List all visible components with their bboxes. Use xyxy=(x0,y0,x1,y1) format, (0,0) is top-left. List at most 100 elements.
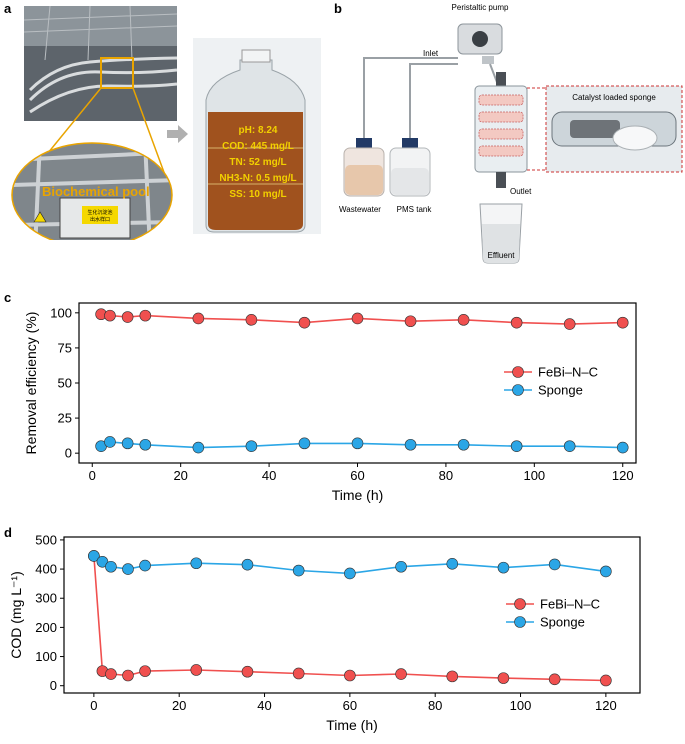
pms-cap xyxy=(402,138,418,148)
data-point xyxy=(96,555,109,568)
data-point xyxy=(88,550,100,562)
data-point xyxy=(104,436,116,448)
legend-label: FeBi–N–C xyxy=(540,597,600,612)
y-tick-label: 25 xyxy=(58,411,72,426)
y-tick-label: 0 xyxy=(50,678,57,693)
data-point xyxy=(105,668,117,680)
x-tick-label: 0 xyxy=(89,468,96,483)
data-point xyxy=(298,437,311,450)
panel-a-label: a xyxy=(4,1,12,16)
y-tick-label: 75 xyxy=(58,340,72,355)
x-tick-label: 60 xyxy=(350,468,364,483)
panel-b-figure: Peristaltic pump Inlet Wastewater PMS ta… xyxy=(339,3,683,264)
data-point xyxy=(395,668,407,680)
x-tick-label: 120 xyxy=(595,698,617,713)
data-point xyxy=(139,559,151,572)
data-point xyxy=(395,560,407,573)
data-point xyxy=(510,316,523,329)
data-point xyxy=(104,309,116,322)
zoom-box xyxy=(100,57,134,89)
x-tick-label: 40 xyxy=(262,468,276,483)
data-point xyxy=(446,670,459,683)
effluent-label: Effluent xyxy=(488,251,516,260)
data-point xyxy=(351,312,364,325)
param-ph: pH: 8.24 xyxy=(239,125,278,136)
data-point xyxy=(548,673,561,686)
data-point xyxy=(344,669,356,682)
x-tick-label: 120 xyxy=(612,468,634,483)
inlet-label: Inlet xyxy=(423,49,439,58)
data-point xyxy=(192,441,205,454)
data-point xyxy=(105,560,117,573)
data-point xyxy=(457,438,470,451)
x-tick-label: 100 xyxy=(523,468,545,483)
data-point xyxy=(446,558,459,570)
x-axis-label: Time (h) xyxy=(326,717,378,733)
panel-b-label: b xyxy=(334,1,342,16)
x-tick-label: 100 xyxy=(510,698,532,713)
x-tick-label: 20 xyxy=(173,468,187,483)
data-point xyxy=(344,567,356,580)
x-tick-label: 80 xyxy=(439,468,453,483)
x-tick-label: 20 xyxy=(172,698,186,713)
y-axis-label: Removal efficiency (%) xyxy=(23,312,39,455)
wastewater-label: Wastewater xyxy=(339,205,381,214)
plot-frame xyxy=(63,536,641,694)
data-point xyxy=(548,558,561,571)
legend-label: Sponge xyxy=(540,615,585,630)
x-tick-label: 40 xyxy=(257,698,271,713)
panel-c-label: c xyxy=(4,290,12,305)
legend-marker xyxy=(512,366,524,378)
data-point xyxy=(122,563,134,575)
param-ss: SS: 10 mg/L xyxy=(229,189,286,200)
sign-line-1: 生化沉淀池 xyxy=(87,209,112,216)
legend-marker xyxy=(514,598,526,610)
pool-label: Biochemical pool xyxy=(42,184,150,199)
data-point xyxy=(122,669,134,682)
data-point xyxy=(121,311,134,323)
data-point xyxy=(404,438,417,451)
panel-d-label: d xyxy=(4,525,12,540)
x-tick-label: 0 xyxy=(90,698,97,713)
param-nh3n: NH3-N: 0.5 mg/L xyxy=(219,173,296,184)
param-cod: COD: 445 mg/L xyxy=(222,141,294,152)
data-point xyxy=(245,314,258,326)
pms-label: PMS tank xyxy=(397,205,433,214)
data-point xyxy=(497,672,510,684)
data-point xyxy=(563,440,576,452)
y-tick-label: 0 xyxy=(65,446,72,461)
data-point xyxy=(245,440,258,452)
legend-marker xyxy=(514,616,526,628)
data-point xyxy=(190,664,203,676)
data-point xyxy=(121,437,134,450)
data-point xyxy=(139,309,152,322)
x-tick-label: 60 xyxy=(343,698,357,713)
legend-label: Sponge xyxy=(538,383,583,398)
y-tick-label: 200 xyxy=(35,620,57,635)
data-point xyxy=(404,315,417,328)
y-axis-label: COD (mg L⁻¹) xyxy=(8,571,24,659)
data-point xyxy=(292,564,305,577)
data-point xyxy=(616,316,629,329)
y-tick-label: 300 xyxy=(35,591,57,606)
param-tn: TN: 52 mg/L xyxy=(229,157,286,168)
arrow-icon xyxy=(167,125,188,143)
sponge-label: Catalyst loaded sponge xyxy=(572,93,656,102)
data-point xyxy=(241,558,254,571)
y-tick-label: 100 xyxy=(35,649,57,664)
data-point xyxy=(600,565,612,578)
data-point xyxy=(497,561,510,574)
sample-sign xyxy=(82,206,118,224)
data-point xyxy=(298,316,311,329)
sign-line-2: 出水样口 xyxy=(90,216,110,223)
data-point xyxy=(616,441,629,454)
wastewater-cap xyxy=(356,138,372,148)
pump-label: Peristaltic pump xyxy=(452,3,509,12)
legend-marker xyxy=(512,384,524,396)
data-point xyxy=(192,312,205,325)
data-point xyxy=(510,440,523,452)
legend-label: FeBi–N–C xyxy=(538,365,598,380)
data-point xyxy=(190,557,203,570)
